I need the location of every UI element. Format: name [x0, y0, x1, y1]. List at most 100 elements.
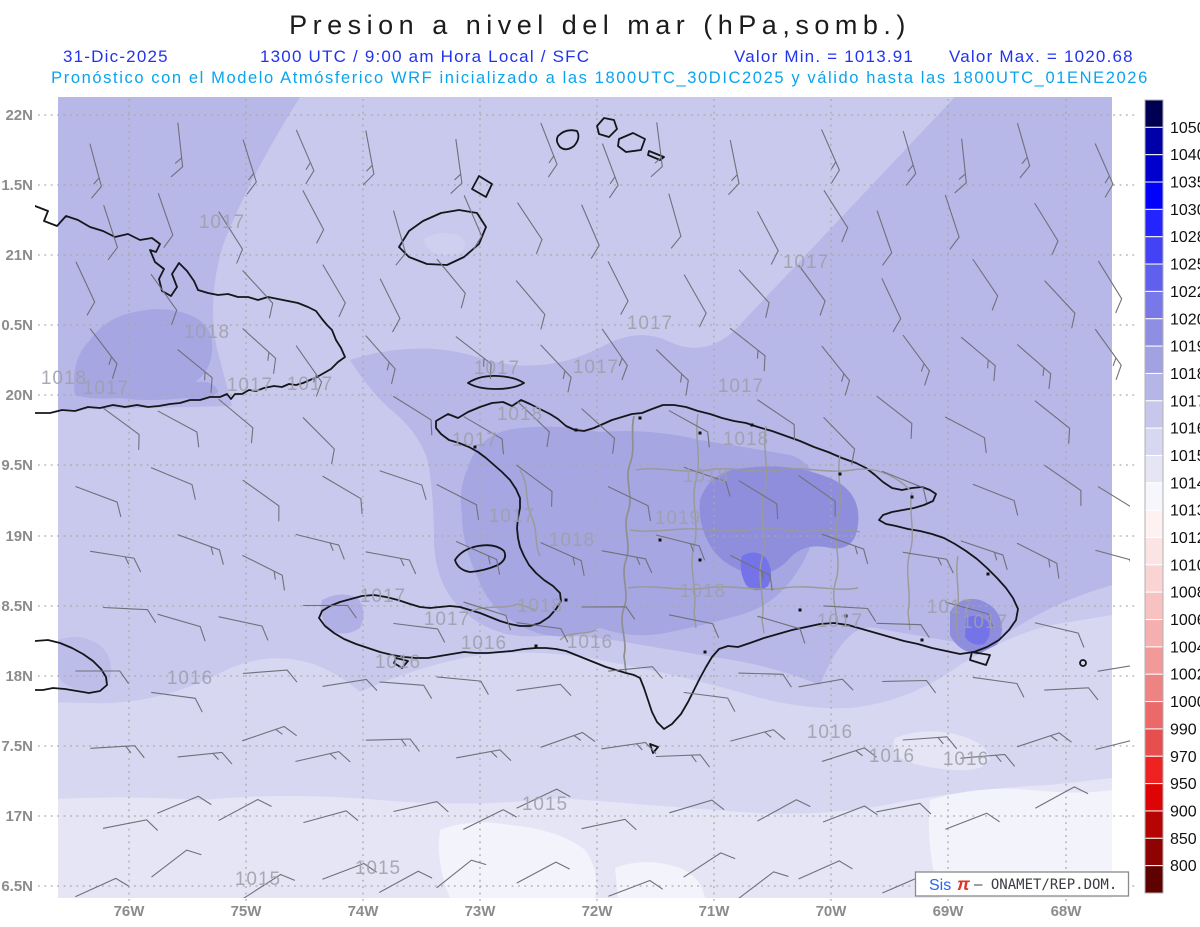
colorbar-cell: [1144, 372, 1164, 402]
wind-barb: [218, 616, 269, 641]
lat-label: 22N: [5, 107, 33, 124]
colorbar-cell: [1144, 837, 1164, 867]
lat-label: 19N: [5, 528, 33, 545]
wind-barb: [1035, 786, 1089, 809]
contour-label: 1018: [184, 322, 230, 343]
colorbar-label: 1028: [1170, 229, 1200, 246]
lat-label: 8.5N: [1, 598, 33, 615]
ile-a-vache: [393, 657, 409, 669]
wind-barb: [450, 138, 463, 194]
colorbar-cell: [1144, 509, 1164, 539]
contour-label: 1016: [567, 632, 613, 653]
wind-barb: [75, 261, 96, 316]
contour-label: 1017: [360, 586, 406, 607]
wind-barb: [1097, 665, 1130, 672]
wind-barb: [1034, 202, 1059, 256]
colorbar-cell: [1144, 646, 1164, 675]
forecast-info: Pronóstico con el Modelo Atmósferico WRF…: [51, 69, 1149, 87]
wind-barb: [295, 751, 351, 763]
colorbar-label: 1019: [1170, 339, 1200, 356]
city-dot: [698, 558, 702, 562]
wind-barb: [89, 328, 118, 379]
contour-label: 1017: [783, 252, 829, 273]
wind-barb: [821, 747, 877, 762]
lat-label: 1.5N: [1, 177, 33, 194]
colorbar-cell: [1144, 591, 1164, 621]
contour-label: 1018: [683, 466, 729, 487]
colorbar-cell: [1144, 208, 1164, 238]
wind-barb: [218, 798, 272, 821]
wind-barb: [89, 143, 103, 199]
colorbar-label: 1000: [1170, 694, 1200, 711]
city-dot: [698, 431, 702, 435]
wind-barbs: [75, 122, 1130, 898]
wind-barb: [1017, 123, 1031, 179]
wind-barb: [102, 606, 157, 623]
subtitle-row: 31-Dic-2025 1300 UTC / 9:00 am Hora Loca…: [0, 47, 1200, 67]
wind-barb: [436, 258, 466, 309]
contour-label: 1017: [573, 357, 619, 378]
caicos-island-3: [617, 132, 646, 153]
contour-label: 1015: [235, 869, 281, 890]
wind-barb: [668, 410, 710, 448]
wind-barb: [218, 211, 244, 264]
wind-barb: [668, 614, 720, 639]
jamaica-coastline: [35, 639, 108, 694]
colorbar-cell: [1144, 181, 1164, 210]
wind-barb: [177, 349, 213, 394]
value-min: Valor Min. = 1013.91: [734, 47, 915, 66]
lon-label: 75W: [231, 903, 263, 920]
contour-label: 1018: [723, 429, 769, 450]
colorbar-cell: [1144, 400, 1164, 429]
colorbar-label: 950: [1170, 776, 1197, 793]
wind-barb: [540, 731, 596, 748]
wind-barb: [436, 859, 487, 889]
wind-barb: [436, 676, 489, 695]
contour-label: 1017: [199, 212, 245, 233]
wind-barb: [295, 129, 315, 185]
colorbar-cell: [1144, 810, 1164, 839]
contour-label: 1017: [718, 376, 764, 397]
wind-barb: [302, 417, 335, 465]
colorbar-label: 1030: [1170, 202, 1200, 219]
wind-barb: [822, 805, 878, 823]
wind-barb: [1095, 740, 1130, 750]
city-dot: [838, 472, 842, 476]
wind-barb: [656, 349, 689, 396]
wind-barb: [242, 139, 257, 195]
wind-barb: [881, 278, 902, 333]
wind-barb: [151, 691, 203, 713]
colorbar-label: 1012: [1170, 530, 1200, 547]
contour-label: 1018: [517, 596, 563, 617]
wind-barb: [103, 407, 140, 451]
wind-barb: [881, 470, 928, 503]
colorbar-label: 1008: [1170, 585, 1200, 602]
wind-barb: [150, 273, 178, 325]
colorbar-label: 850: [1170, 831, 1197, 848]
wind-barb: [540, 122, 558, 178]
haiti-dr-border: [621, 415, 635, 673]
colorbar-cell: [1144, 427, 1164, 456]
wind-barb: [75, 486, 122, 518]
colorbar-cell: [1144, 673, 1164, 703]
wind-barb: [177, 751, 233, 765]
city-dot: [703, 650, 707, 654]
lat-label: 7.5N: [1, 738, 33, 755]
wind-barb: [1034, 622, 1085, 648]
wind-barb: [103, 205, 119, 260]
city-dot: [638, 416, 642, 420]
wind-barb: [157, 193, 174, 248]
colorbar-label: 1016: [1170, 421, 1200, 438]
city-dot: [534, 644, 538, 648]
wind-barb: [150, 467, 196, 500]
wind-barb: [821, 129, 841, 184]
wind-barb: [902, 551, 954, 574]
caicos-island-2: [596, 117, 618, 138]
wind-barb: [89, 550, 142, 573]
wind-barb: [322, 475, 363, 515]
wind-barb: [972, 676, 1025, 698]
axis-labels: 22N 1.5N 21N 0.5N 20N 9.5N 19N 8.5N 18N 7.5N 17N 6.…: [1, 107, 1082, 920]
saona-island: [969, 651, 991, 666]
wind-barb: [1034, 400, 1071, 444]
